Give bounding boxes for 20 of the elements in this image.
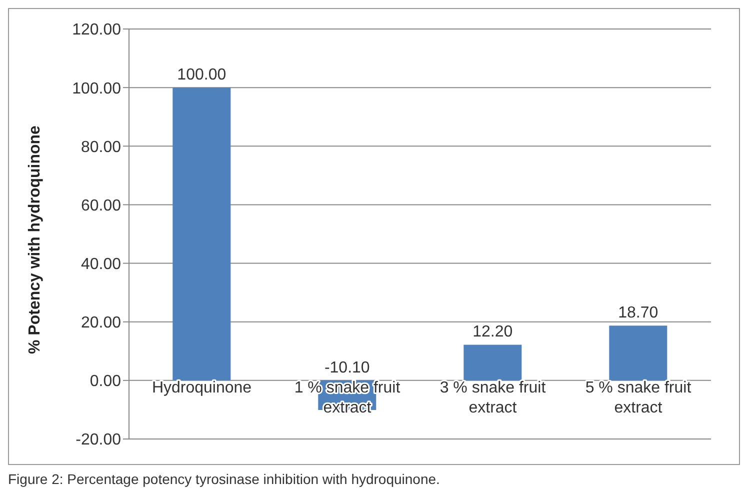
caption: Figure 2: Percentage potency tyrosinase inhibition with hydroquinone. bbox=[8, 471, 441, 487]
bar bbox=[172, 88, 231, 380]
y-tick-label: 100.00 bbox=[72, 80, 122, 98]
y-axis-title: % Potency with hydroquinone bbox=[26, 125, 44, 354]
y-tick-label: 40.00 bbox=[80, 256, 122, 273]
y-tick-label: 120.00 bbox=[72, 22, 122, 39]
bar bbox=[464, 344, 522, 380]
y-tick-label: 60.00 bbox=[80, 197, 122, 214]
data-label: 12.20 bbox=[472, 324, 513, 341]
x-tick-label: 3 % snake fruit extract bbox=[440, 379, 546, 416]
y-tick-label: -20.00 bbox=[76, 432, 122, 449]
data-label: -10.10 bbox=[324, 359, 370, 376]
y-tick-label: 80.00 bbox=[80, 138, 122, 156]
data-label: 18.70 bbox=[618, 304, 658, 322]
x-tick-label: Hydroquinone bbox=[152, 379, 252, 396]
y-tick-label: 0.00 bbox=[90, 373, 122, 390]
x-tick-label: 5 % snake fruit extract bbox=[585, 379, 692, 416]
y-tick-label: 20.00 bbox=[80, 314, 122, 332]
bar bbox=[609, 326, 668, 380]
data-label: 100.00 bbox=[177, 66, 226, 84]
